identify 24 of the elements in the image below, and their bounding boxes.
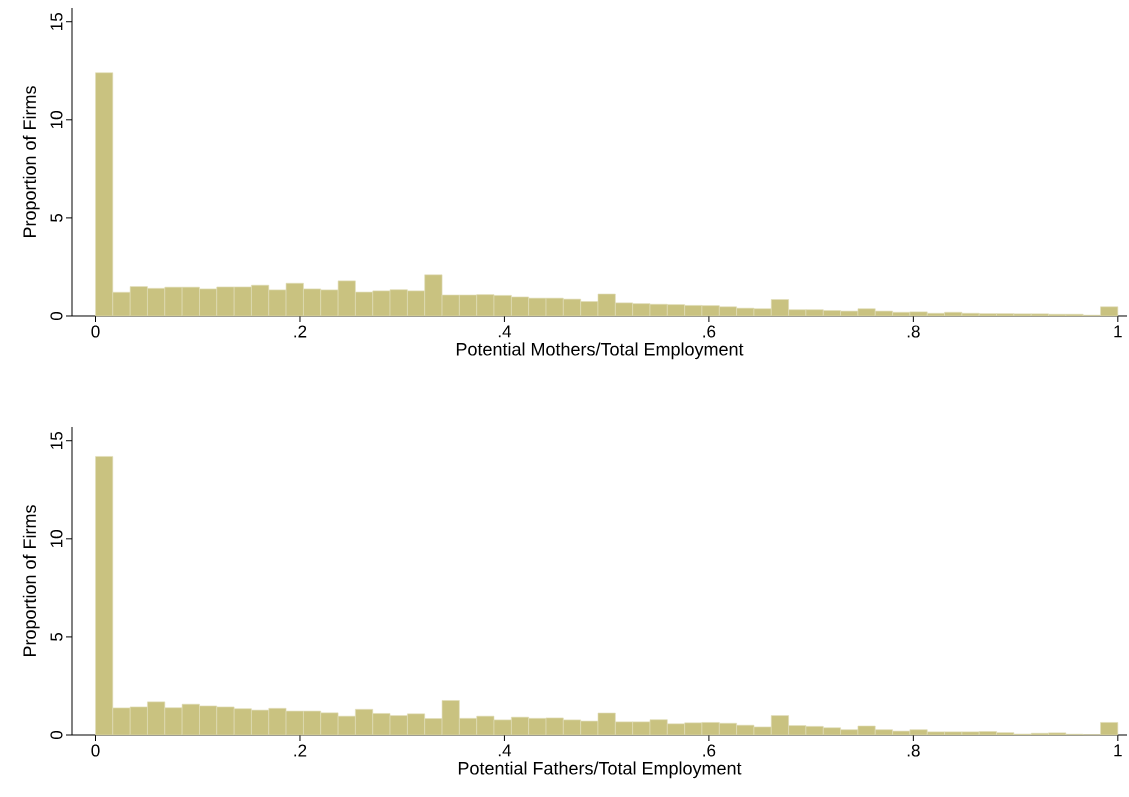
x-axis-title: Potential Mothers/Total Employment [456, 342, 744, 360]
x-tick-label: .2 [294, 744, 307, 757]
y-axis-title: Proportion of Firms [22, 86, 40, 238]
y-tick-label: 5 [50, 632, 63, 641]
y-tick-label: 0 [50, 730, 63, 740]
y-tick-label: 0 [50, 311, 63, 321]
x-tick-label: .6 [703, 325, 716, 338]
y-tick-label: 15 [50, 12, 63, 30]
x-tick-label: .8 [907, 325, 920, 338]
y-tick-label: 10 [50, 530, 63, 547]
x-tick-label: .4 [498, 325, 512, 338]
x-tick-label: 0 [91, 744, 100, 757]
y-axis-title: Proportion of Firms [22, 505, 40, 657]
x-tick-label: .6 [703, 744, 716, 757]
x-tick-label: 0 [91, 325, 100, 338]
x-tick-label: 1 [1114, 325, 1122, 338]
x-tick-label: 1 [1114, 744, 1122, 757]
x-tick-label: .2 [294, 325, 307, 338]
y-tick-label: 15 [50, 432, 63, 449]
x-tick-label: .4 [498, 744, 512, 757]
y-tick-label: 10 [50, 111, 63, 128]
y-tick-label: 5 [50, 213, 63, 222]
x-axis-title: Potential Fathers/Total Employment [458, 761, 742, 779]
x-tick-label: .8 [907, 744, 920, 757]
